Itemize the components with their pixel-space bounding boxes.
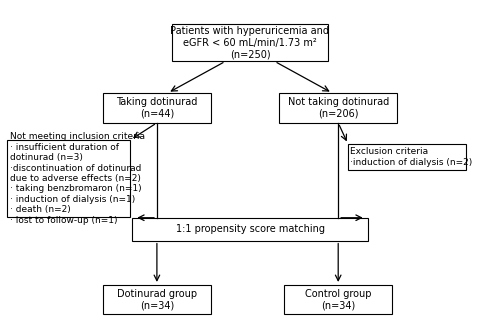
FancyBboxPatch shape [8, 140, 130, 217]
Text: Patients with hyperuricemia and
eGFR < 60 mL/min/1.73 m²
(n=250): Patients with hyperuricemia and eGFR < 6… [170, 26, 330, 59]
Text: Exclusion criteria
·induction of dialysis (n=2): Exclusion criteria ·induction of dialysi… [350, 148, 472, 167]
Text: 1:1 propensity score matching: 1:1 propensity score matching [176, 224, 324, 234]
FancyBboxPatch shape [348, 144, 466, 170]
Text: Control group
(n=34): Control group (n=34) [305, 289, 372, 310]
FancyBboxPatch shape [284, 285, 392, 314]
FancyBboxPatch shape [280, 93, 397, 123]
FancyBboxPatch shape [132, 218, 368, 240]
Text: Not meeting inclusion criteria
· insufficient duration of
dotinurad (n=3)
·disco: Not meeting inclusion criteria · insuffi… [10, 132, 145, 224]
FancyBboxPatch shape [172, 24, 328, 61]
Text: Not taking dotinurad
(n=206): Not taking dotinurad (n=206) [288, 97, 389, 119]
FancyBboxPatch shape [103, 93, 211, 123]
FancyBboxPatch shape [103, 285, 211, 314]
Text: Dotinurad group
(n=34): Dotinurad group (n=34) [117, 289, 197, 310]
Text: Taking dotinurad
(n=44): Taking dotinurad (n=44) [116, 97, 198, 119]
